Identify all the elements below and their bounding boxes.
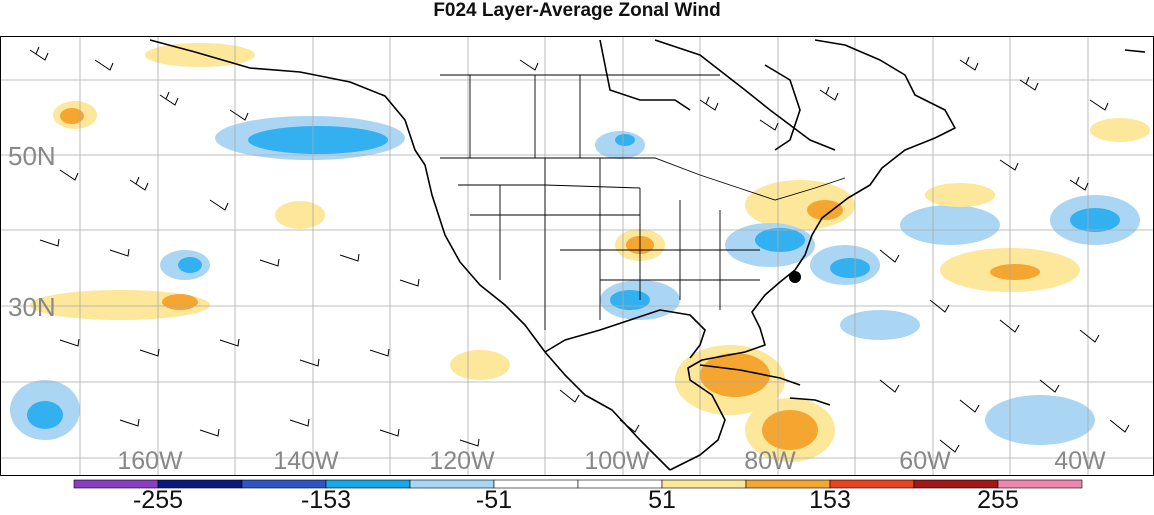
colorbar bbox=[73, 479, 1083, 489]
map-title: F024 Layer-Average Zonal Wind bbox=[433, 0, 721, 21]
colorbar-label: -153 bbox=[300, 486, 352, 514]
lon-label-100w: 100W bbox=[584, 447, 650, 475]
lon-label-160w: 160W bbox=[117, 447, 183, 475]
colorbar-label: 153 bbox=[809, 486, 851, 514]
coastlines bbox=[149, 39, 1146, 471]
lat-label-50n: 50N bbox=[8, 141, 56, 171]
lat-label-30n: 30N bbox=[8, 292, 56, 322]
colorbar-label: -51 bbox=[475, 486, 513, 514]
wind-anomaly-fills bbox=[10, 43, 1150, 462]
colorbar-label: 51 bbox=[648, 486, 676, 514]
colorbar-swatch bbox=[997, 479, 1083, 489]
graticule bbox=[0, 36, 1154, 476]
borders bbox=[440, 74, 846, 330]
wind-barbs bbox=[29, 46, 1130, 453]
lon-label-80w: 80W bbox=[744, 447, 796, 475]
lon-label-120w: 120W bbox=[429, 447, 495, 475]
lon-label-40w: 40W bbox=[1054, 447, 1106, 475]
colorbar-label: 255 bbox=[977, 486, 1019, 514]
lon-label-140w: 140W bbox=[273, 447, 339, 475]
colorbar-label: -255 bbox=[132, 486, 184, 514]
station-marker bbox=[789, 271, 801, 283]
lon-label-60w: 60W bbox=[899, 447, 951, 475]
